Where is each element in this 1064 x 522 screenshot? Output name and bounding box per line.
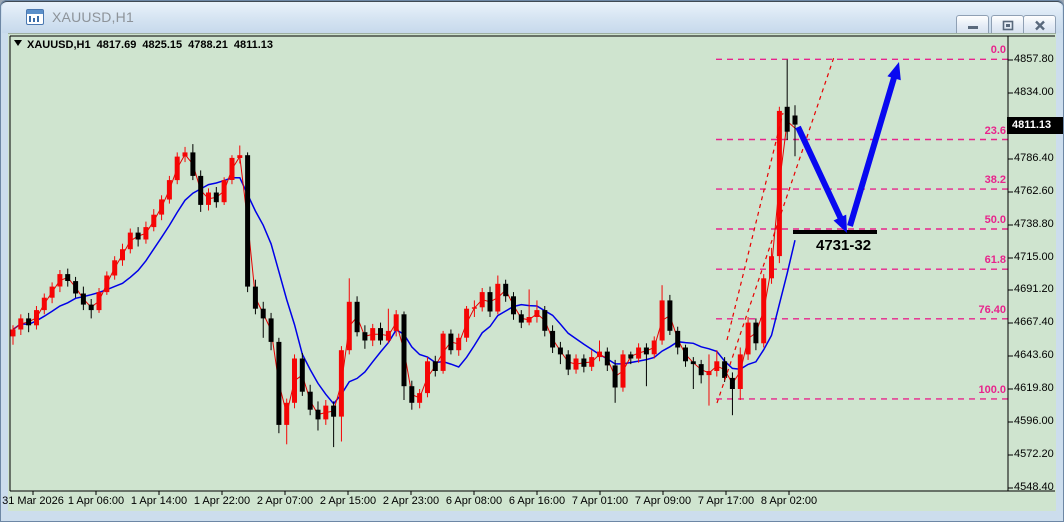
price-tick-label: 4738.80	[1014, 218, 1054, 230]
price-tick-label: 4596.00	[1014, 415, 1054, 427]
price-tick-label: 4548.40	[1014, 481, 1054, 493]
fib-level-label: 38.2	[984, 174, 1006, 186]
symbol-label: XAUUSD,H1	[27, 39, 91, 51]
price-tick-label: 4691.20	[1014, 283, 1054, 295]
price-tick-label: 4786.40	[1014, 152, 1054, 164]
time-tick-label: 7 Apr 09:00	[634, 495, 692, 507]
time-tick-label: 6 Apr 16:00	[508, 495, 566, 507]
close-value: 4811.13	[233, 39, 274, 51]
ohlc-header: XAUUSD,H1 4817.69 4825.15 4788.21 4811.13	[14, 39, 279, 51]
chart-window-icon	[26, 9, 44, 25]
price-tick-label: 4619.80	[1014, 382, 1054, 394]
price-tick-label: 4857.80	[1014, 53, 1054, 65]
high-value: 4825.15	[142, 39, 183, 51]
fib-level-label: 50.0	[984, 214, 1006, 226]
current-price-tag: 4811.13	[1007, 117, 1063, 134]
time-tick-label: 1 Apr 22:00	[193, 495, 251, 507]
time-tick-label: 2 Apr 23:00	[382, 495, 440, 507]
time-tick-label: 7 Apr 17:00	[697, 495, 755, 507]
price-tick-label: 4834.00	[1014, 86, 1054, 98]
price-tick-label: 4762.60	[1014, 185, 1054, 197]
time-tick-label: 2 Apr 07:00	[256, 495, 314, 507]
time-tick-label: 8 Apr 02:00	[760, 495, 818, 507]
time-tick-label: 2 Apr 15:00	[319, 495, 377, 507]
open-value: 4817.69	[96, 39, 137, 51]
support-zone-label: 4731-32	[816, 237, 872, 254]
price-tick-label: 4643.60	[1014, 349, 1054, 361]
fib-level-label: 100.0	[978, 384, 1006, 396]
price-tick-label: 4572.20	[1014, 448, 1054, 460]
fib-level-label: 0.0	[990, 44, 1006, 56]
price-tick-label: 4667.40	[1014, 316, 1054, 328]
close-icon	[1034, 20, 1045, 31]
fib-level-label: 61.8	[984, 254, 1006, 266]
time-tick-label: 31 Mar 2026	[2, 495, 64, 507]
chevron-down-icon	[14, 40, 22, 46]
window-title-bar[interactable]: XAUUSD,H1	[2, 2, 1062, 36]
minimize-icon	[967, 26, 978, 29]
low-value: 4788.21	[188, 39, 228, 51]
restore-icon	[1002, 20, 1013, 31]
price-tick-label: 4715.00	[1014, 251, 1054, 263]
window-title: XAUUSD,H1	[52, 9, 134, 25]
candlestick-chart[interactable]	[8, 33, 1056, 511]
fib-level-label: 23.6	[984, 125, 1006, 137]
time-tick-label: 1 Apr 06:00	[67, 495, 125, 507]
time-tick-label: 1 Apr 14:00	[130, 495, 188, 507]
fib-level-label: 76.40	[978, 304, 1006, 316]
time-tick-label: 6 Apr 08:00	[445, 495, 503, 507]
time-tick-label: 7 Apr 01:00	[571, 495, 629, 507]
